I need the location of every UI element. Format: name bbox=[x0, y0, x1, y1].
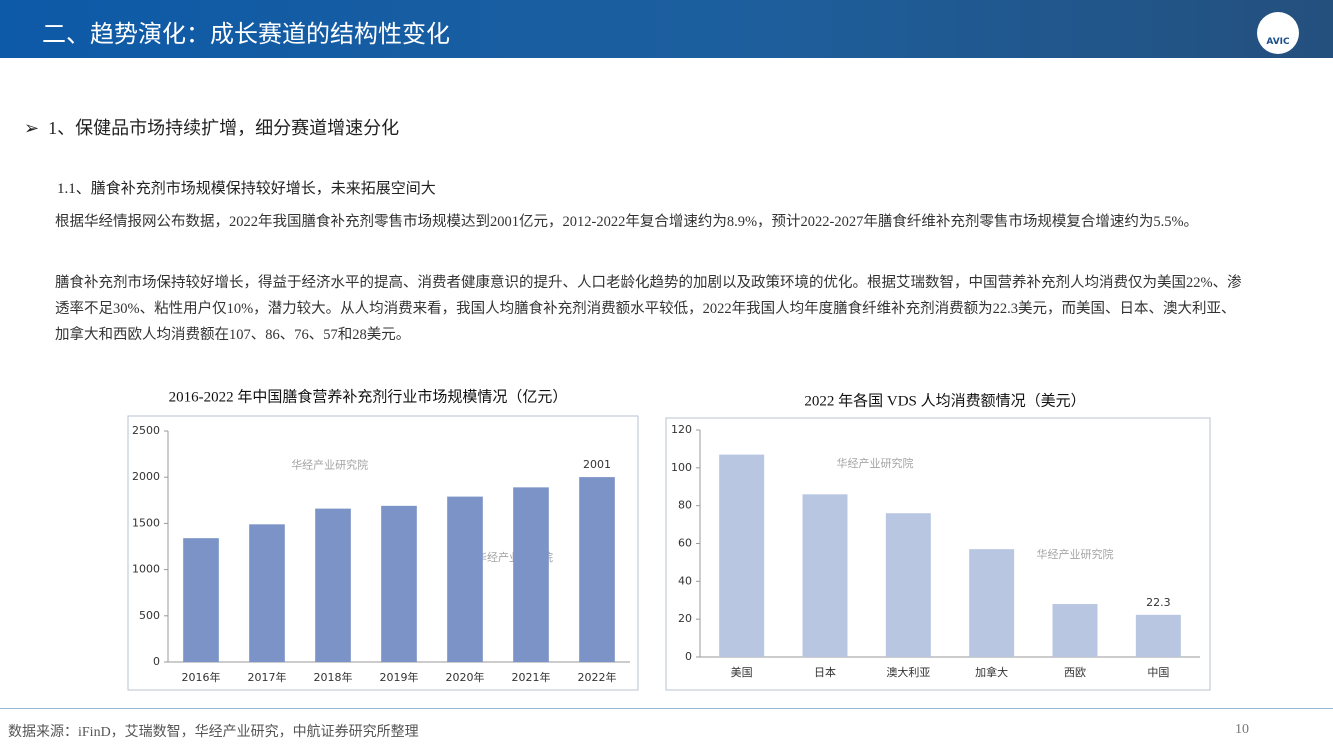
y-tick-label: 20 bbox=[678, 612, 692, 625]
bar bbox=[447, 496, 483, 662]
bar bbox=[315, 508, 351, 662]
y-tick-label: 0 bbox=[685, 650, 692, 663]
x-tick-label: 2019年 bbox=[380, 670, 419, 684]
x-tick-label: 2018年 bbox=[314, 670, 353, 684]
y-tick-label: 80 bbox=[678, 499, 692, 512]
y-tick-label: 0 bbox=[153, 655, 160, 668]
chart-title: 2016-2022 年中国膳食营养补充剂行业市场规模情况（亿元） bbox=[169, 388, 568, 405]
y-tick-label: 40 bbox=[678, 574, 692, 587]
bar bbox=[381, 505, 417, 662]
x-tick-label: 2020年 bbox=[446, 670, 485, 684]
bar bbox=[885, 513, 931, 657]
x-tick-label: 2022年 bbox=[578, 670, 617, 684]
y-tick-label: 2500 bbox=[132, 424, 160, 437]
paragraph: 根据华经情报网公布数据，2022年我国膳食补充剂零售市场规模达到2001亿元，2… bbox=[55, 214, 1199, 230]
y-tick-label: 500 bbox=[139, 609, 160, 622]
value-label: 2001 bbox=[583, 458, 611, 471]
bar bbox=[513, 487, 549, 662]
bar bbox=[1135, 614, 1181, 657]
logo: AVIC bbox=[1257, 12, 1299, 54]
header-title: 二、趋势演化：成长赛道的结构性变化 bbox=[42, 22, 450, 48]
x-tick-label: 2016年 bbox=[182, 670, 221, 684]
watermark: 华经产业研究院 bbox=[291, 458, 368, 472]
footer-source: 数据来源：iFinD，艾瑞数智，华经产业研究，中航证券研究所整理 bbox=[8, 725, 419, 740]
paragraph: 膳食补充剂市场保持较好增长，得益于经济水平的提高、消费者健康意识的提升、人口老龄… bbox=[55, 275, 1242, 343]
x-tick-label: 2021年 bbox=[512, 670, 551, 684]
bullet: ➢ bbox=[24, 118, 49, 138]
bar bbox=[1052, 604, 1098, 657]
x-tick-label: 澳大利亚 bbox=[886, 665, 930, 679]
watermark: 华经产业研究院 bbox=[837, 456, 914, 470]
y-tick-label: 1000 bbox=[132, 563, 160, 576]
bar bbox=[719, 454, 765, 657]
bar bbox=[183, 538, 219, 662]
chart-title: 2022 年各国 VDS 人均消费额情况（美元） bbox=[804, 392, 1085, 409]
bar bbox=[249, 524, 285, 662]
y-tick-label: 120 bbox=[671, 423, 692, 436]
bar bbox=[802, 494, 848, 657]
bar bbox=[969, 549, 1015, 657]
bar bbox=[579, 477, 615, 662]
y-tick-label: 1500 bbox=[132, 516, 160, 529]
y-tick-label: 2000 bbox=[132, 470, 160, 483]
subheading: 1.1、膳食补充剂市场规模保持较好增长，未来拓展空间大 bbox=[57, 181, 436, 197]
watermark: 华经产业研究院 bbox=[1037, 547, 1114, 561]
heading-text: 1、保健品市场持续扩增，细分赛道增速分化 bbox=[48, 118, 400, 138]
page-number: 10 bbox=[1235, 722, 1249, 737]
x-tick-label: 西欧 bbox=[1064, 666, 1086, 679]
x-tick-label: 中国 bbox=[1147, 666, 1169, 679]
y-tick-label: 60 bbox=[678, 537, 692, 550]
header-bar bbox=[0, 0, 1333, 58]
section-heading: ➢ 1、保健品市场持续扩增，细分赛道增速分化 bbox=[24, 114, 399, 140]
x-tick-label: 加拿大 bbox=[975, 665, 1008, 679]
x-tick-label: 2017年 bbox=[248, 670, 287, 684]
footer-line bbox=[0, 708, 1333, 709]
x-tick-label: 美国 bbox=[731, 666, 753, 679]
y-tick-label: 100 bbox=[671, 461, 692, 474]
x-tick-label: 日本 bbox=[814, 665, 836, 679]
value-label: 22.3 bbox=[1146, 596, 1171, 609]
